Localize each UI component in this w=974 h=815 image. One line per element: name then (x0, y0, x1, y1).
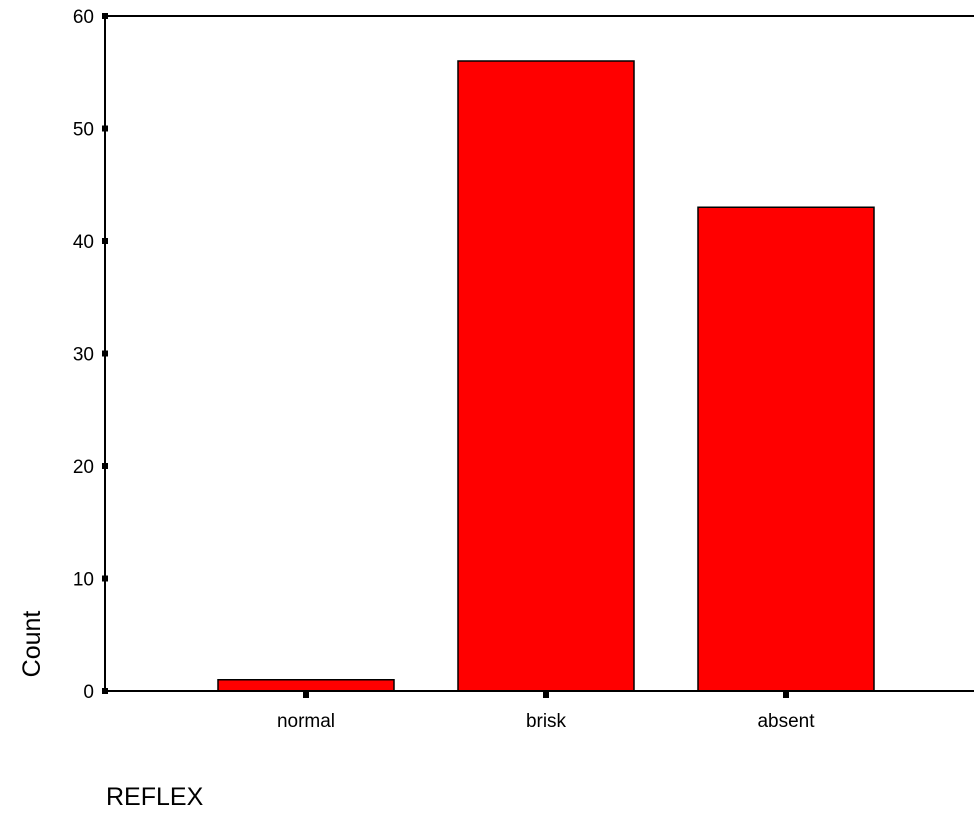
bar-normal (217, 679, 395, 692)
bars-group (217, 60, 875, 692)
y-tick-label: 0 (83, 682, 94, 703)
x-tick-mark (783, 692, 789, 698)
bar-absent (697, 206, 875, 692)
bar-brisk (457, 60, 635, 692)
y-axis-title: Count (18, 611, 46, 678)
x-tick-mark (543, 692, 549, 698)
x-tick-label: normal (277, 711, 335, 732)
y-tick-mark (102, 13, 108, 19)
y-tick-label: 60 (73, 7, 94, 28)
x-tick-label: absent (757, 711, 815, 732)
y-tick-label: 40 (73, 232, 94, 253)
y-tick-mark (102, 238, 108, 244)
y-tick-label: 20 (73, 457, 94, 478)
x-axis-title: REFLEX (106, 783, 204, 811)
y-tick-mark (102, 575, 108, 582)
x-tick-label: brisk (526, 711, 567, 732)
x-ticks-group: normal brisk absent (277, 692, 815, 732)
y-ticks-group: 0 10 20 30 40 50 60 (73, 7, 108, 703)
y-tick-label: 10 (73, 570, 94, 591)
x-tick-mark (303, 692, 309, 698)
y-tick-label: 50 (73, 120, 94, 141)
y-tick-mark (102, 688, 108, 694)
y-tick-mark (102, 350, 108, 357)
y-tick-mark (102, 125, 108, 132)
y-tick-label: 30 (73, 345, 94, 366)
y-tick-mark (102, 463, 108, 469)
